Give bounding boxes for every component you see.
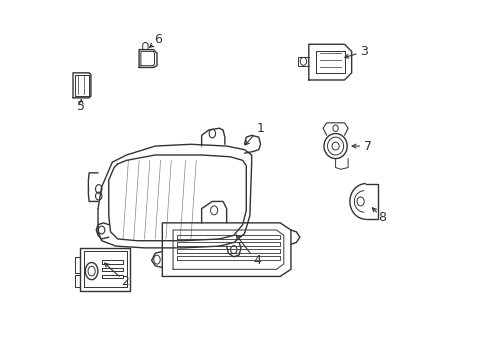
Text: 7: 7 <box>363 140 371 153</box>
Text: 8: 8 <box>377 211 385 224</box>
Text: 5: 5 <box>77 100 85 113</box>
Text: 2: 2 <box>121 275 128 288</box>
Text: 6: 6 <box>154 33 162 46</box>
Text: 1: 1 <box>256 122 264 135</box>
Text: 3: 3 <box>360 45 367 58</box>
Text: 4: 4 <box>253 254 261 267</box>
